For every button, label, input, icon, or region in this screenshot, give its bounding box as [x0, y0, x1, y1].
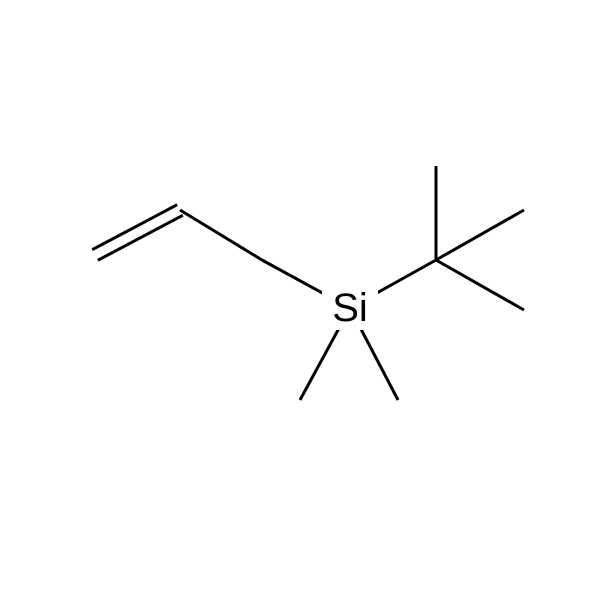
bond — [262, 260, 329, 297]
bond — [98, 215, 183, 260]
bond — [371, 260, 436, 296]
bond — [436, 260, 524, 310]
bond — [361, 329, 398, 400]
bond — [300, 329, 339, 400]
bonds-layer — [92, 166, 524, 400]
atom-label-si: Si — [332, 286, 368, 330]
bond — [436, 210, 524, 260]
molecule-diagram: Si — [0, 0, 600, 600]
labels-layer: Si — [322, 286, 378, 330]
bond — [180, 210, 262, 260]
bond — [92, 205, 177, 250]
